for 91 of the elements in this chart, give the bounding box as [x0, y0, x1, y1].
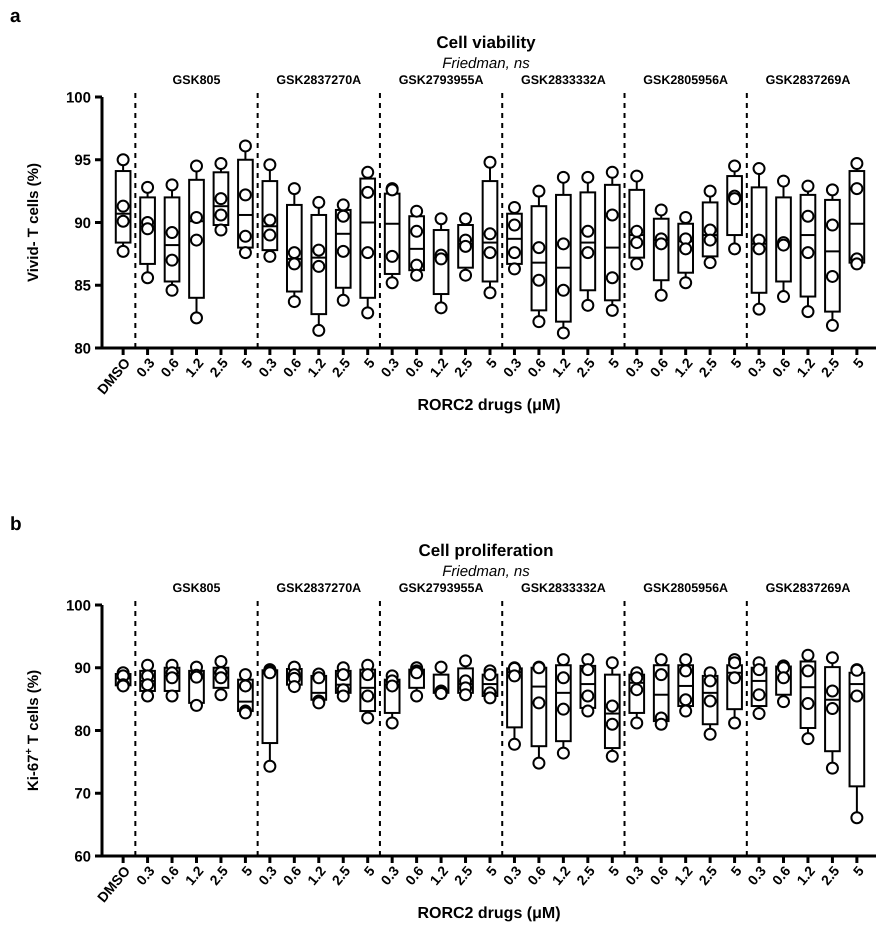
y-tick-label: 100: [66, 89, 91, 106]
text: GSK2805956A: [643, 581, 728, 595]
x-tick-label: 0.3: [744, 862, 770, 888]
x-tick-label: 0.6: [524, 354, 550, 380]
x-tick-label: 5: [605, 862, 622, 880]
x-tick-label: 0.6: [646, 862, 672, 888]
x-tick-label: 2.5: [818, 862, 843, 888]
x-tick-label: 0.6: [402, 354, 427, 380]
y-tick-label: 70: [74, 786, 91, 802]
x-tick-label: 2.5: [695, 354, 720, 380]
x-tick-label: 1.2: [426, 862, 452, 888]
x-axis-title: RORC2 drugs (μM): [417, 905, 561, 922]
x-tick-label: 1.2: [304, 354, 329, 380]
y-axis-title: Vivid- T cells (%): [25, 163, 42, 282]
text: GSK2837269A: [766, 581, 850, 595]
chart-subtitle: Friedman, ns: [442, 563, 530, 580]
x-tick-label: 0.3: [622, 354, 647, 380]
x-tick-label: 2.5: [695, 862, 720, 888]
x-tick-label: 0.3: [622, 862, 647, 888]
text: GSK2837270A: [276, 73, 362, 87]
chart-subtitle: Friedman, ns: [442, 55, 530, 72]
y-tick-label: 95: [74, 152, 91, 169]
x-axis-title: RORC2 drugs (μM): [417, 397, 561, 414]
x-tick-label: 0.6: [157, 354, 182, 380]
x-tick-label: 0.6: [280, 354, 305, 380]
x-tick-label: 1.2: [548, 862, 574, 888]
x-tick-label: 0.3: [132, 354, 158, 380]
x-tick-label: 5: [850, 354, 868, 372]
x-tick-label: 2.5: [573, 354, 598, 380]
x-tick-label: 0.6: [280, 862, 305, 888]
x-tick-label: 5: [727, 354, 745, 372]
x-tick-label: 5: [238, 862, 256, 880]
x-tick-label: 1.2: [793, 354, 818, 380]
x-tick-label: 5: [482, 862, 500, 880]
x-tick-label: 0.3: [377, 354, 402, 380]
x-tick-label: 5: [605, 354, 622, 372]
x-tick-label: 1.2: [182, 862, 207, 888]
x-tick-label: 5: [727, 862, 745, 880]
x-tick-label: 1.2: [304, 862, 329, 888]
x-tick-label: 0.3: [744, 354, 770, 380]
y-tick-label: 100: [66, 597, 91, 614]
x-tick-label: 0.3: [500, 354, 525, 380]
text: GSK2837269A: [766, 73, 850, 87]
y-tick-label: 60: [74, 848, 91, 866]
text: GSK2833332A: [520, 73, 606, 87]
text: GSK2793955A: [398, 73, 484, 87]
x-tick-label: 5: [360, 862, 378, 880]
x-tick-label: 5: [238, 354, 256, 372]
x-tick-label: 0.6: [157, 862, 182, 888]
y-tick-label: 90: [74, 214, 91, 232]
x-tick-label: 0.3: [132, 862, 158, 888]
x-tick-label: 2.5: [573, 862, 598, 888]
x-tick-label: 2.5: [818, 354, 843, 380]
x-tick-label: 5: [360, 354, 378, 372]
y-tick-label: 80: [74, 722, 91, 740]
x-tick-label: 1.2: [670, 354, 696, 380]
x-tick-label: 1.2: [670, 862, 696, 888]
chart-title: Cell proliferation: [418, 541, 554, 560]
x-tick-label: 0.6: [768, 862, 794, 888]
text: GSK2805956A: [643, 73, 728, 87]
x-tick-label: 5: [850, 862, 868, 880]
text: b: [10, 514, 22, 535]
text: GSK805: [172, 581, 221, 595]
x-tick-label: 2.5: [450, 354, 476, 380]
x-tick-label: 0.6: [524, 862, 550, 888]
x-tick-label: 0.3: [500, 862, 525, 888]
y-tick-label: 90: [74, 660, 91, 677]
text: GSK2793955A: [398, 581, 484, 595]
x-tick-label: 0.3: [255, 862, 280, 888]
x-tick-label: 1.2: [793, 862, 818, 888]
x-tick-label: 0.3: [255, 354, 280, 380]
x-tick-label: 0.6: [646, 354, 672, 380]
chart-title: Cell viability: [436, 33, 536, 52]
y-tick-label: 80: [74, 340, 91, 358]
x-tick-label: 0.6: [402, 862, 427, 888]
y-tick-label: 85: [74, 278, 91, 294]
x-tick-label: 2.5: [206, 862, 232, 888]
x-tick-label: 2.5: [206, 354, 232, 380]
text: GSK805: [172, 73, 221, 87]
x-tick-label: 1.2: [426, 354, 452, 380]
x-tick-label: 1.2: [548, 354, 574, 380]
text: a: [10, 6, 21, 27]
x-tick-label: 0.3: [377, 862, 402, 888]
text: GSK2833332A: [520, 581, 606, 595]
x-tick-label: 2.5: [328, 354, 354, 380]
x-tick-label: 0.6: [768, 354, 794, 380]
x-tick-label: 2.5: [450, 862, 476, 888]
x-tick-label: 1.2: [182, 354, 207, 380]
x-tick-label: 5: [482, 354, 500, 372]
x-tick-label: 2.5: [328, 862, 354, 888]
text: GSK2837270A: [276, 581, 362, 595]
